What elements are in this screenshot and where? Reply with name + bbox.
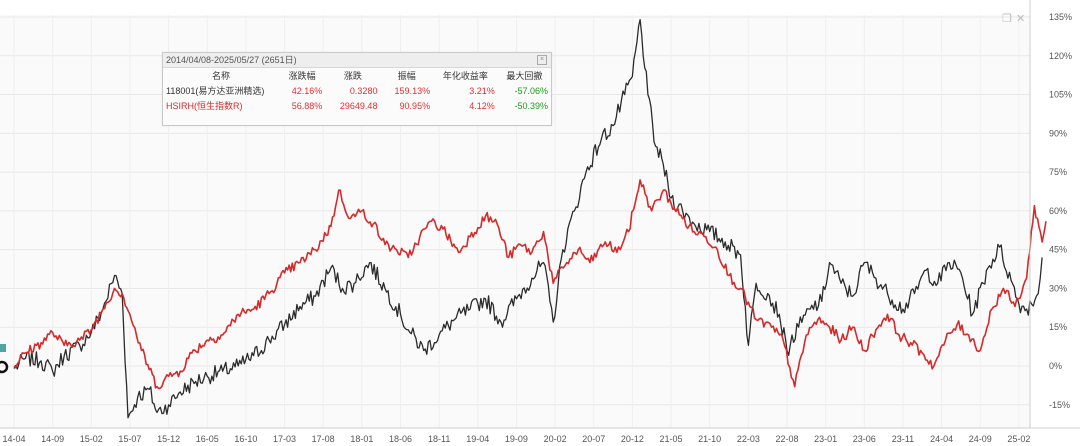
x-tick-label: 21-10	[698, 434, 721, 444]
y-tick-label: 135%	[1049, 12, 1072, 22]
x-tick-label: 19-09	[505, 434, 528, 444]
x-tick-label: 20-12	[621, 434, 644, 444]
x-tick-label: 14-09	[41, 434, 64, 444]
x-tick-label: 16-05	[196, 434, 219, 444]
index-change: 29649.48	[339, 100, 378, 111]
legend-table: 名称 涨跌幅 涨跌 振幅 年化收益率 最大回撤 118001(易方达亚洲精选) …	[163, 68, 551, 113]
fund-change-pct: 42.16%	[291, 85, 323, 96]
header-amplitude: 振幅	[397, 71, 416, 81]
x-tick-label: 15-02	[80, 434, 103, 444]
legend-date-range: 2014/04/08-2025/05/27 (2651日) ×	[163, 53, 551, 68]
legend-title-text: 2014/04/08-2025/05/27 (2651日)	[166, 55, 297, 65]
y-tick-label: 30%	[1049, 283, 1067, 293]
header-change: 涨跌	[343, 71, 362, 81]
restore-icon[interactable]: ❐	[1002, 13, 1012, 25]
x-tick-label: 19-04	[466, 434, 489, 444]
x-tick-label: 20-07	[582, 434, 605, 444]
y-tick-label: 60%	[1049, 206, 1067, 216]
x-tick-label: 16-10	[234, 434, 257, 444]
legend-panel: 2014/04/08-2025/05/27 (2651日) × 名称 涨跌幅 涨…	[162, 52, 552, 126]
fund-amplitude: 159.13%	[394, 85, 431, 96]
y-tick-label: 0%	[1049, 361, 1062, 371]
header-annualized: 年化收益率	[442, 71, 488, 81]
index-name: HSIRH(恒生指数R)	[166, 101, 243, 111]
legend-header-row: 名称 涨跌幅 涨跌 振幅 年化收益率 最大回撤	[163, 68, 551, 83]
x-tick-label: 22-03	[737, 434, 760, 444]
fund-name: 118001(易方达亚洲精选)	[166, 86, 265, 96]
y-tick-label: 90%	[1049, 128, 1067, 138]
header-name: 名称	[211, 71, 230, 81]
y-tick-label: 15%	[1049, 322, 1067, 332]
header-max-drawdown: 最大回撤	[506, 71, 543, 81]
legend-row-fund[interactable]: 118001(易方达亚洲精选) 42.16% 0.3280 159.13% 3.…	[163, 83, 551, 98]
fund-annualized: 3.21%	[469, 85, 495, 96]
x-tick-label: 24-04	[930, 434, 953, 444]
series-line-index	[13, 179, 1047, 390]
index-amplitude: 90.95%	[399, 100, 431, 111]
header-change-pct: 涨跌幅	[288, 71, 316, 81]
x-tick-label: 15-07	[118, 434, 141, 444]
x-tick-label: 25-02	[1007, 434, 1030, 444]
index-max-drawdown: -50.39%	[514, 100, 548, 111]
index-change-pct: 56.88%	[291, 100, 323, 111]
y-tick-label: 75%	[1049, 167, 1067, 177]
series-line-fund	[13, 18, 1043, 419]
x-tick-label: 18-01	[350, 434, 373, 444]
x-tick-label: 22-08	[775, 434, 798, 444]
x-tick-label: 17-08	[312, 434, 335, 444]
legend-close-icon[interactable]: ×	[537, 55, 547, 65]
start-marker-icon	[0, 344, 9, 374]
fund-max-drawdown: -57.06%	[514, 85, 548, 96]
x-tick-label: 23-06	[853, 434, 876, 444]
x-tick-label: 23-01	[814, 434, 837, 444]
x-tick-label: 23-11	[892, 434, 914, 444]
y-tick-label: 45%	[1049, 245, 1067, 255]
x-tick-label: 18-11	[428, 434, 450, 444]
index-annualized: 4.12%	[469, 100, 495, 111]
x-tick-label: 20-02	[544, 434, 567, 444]
y-tick-label: 120%	[1049, 51, 1072, 61]
x-tick-label: 15-12	[157, 434, 180, 444]
x-tick-label: 21-05	[660, 434, 683, 444]
x-tick-label: 18-06	[389, 434, 412, 444]
x-tick-label: 14-04	[2, 434, 25, 444]
close-icon[interactable]: ✕	[1016, 13, 1026, 25]
y-tick-label: 105%	[1049, 90, 1072, 100]
y-tick-label: -15%	[1049, 400, 1070, 410]
x-tick-label: 24-09	[969, 434, 992, 444]
fund-change: 0.3280	[349, 85, 378, 96]
legend-row-index[interactable]: HSIRH(恒生指数R) 56.88% 29649.48 90.95% 4.12…	[163, 98, 551, 113]
x-tick-label: 17-03	[273, 434, 296, 444]
